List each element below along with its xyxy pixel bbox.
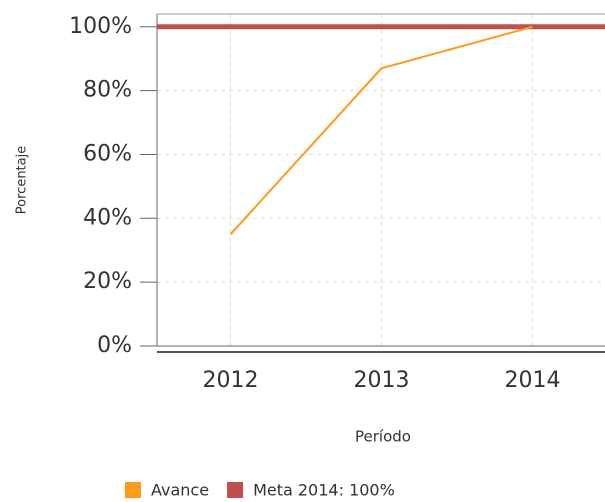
legend-label: Meta 2014: 100% (253, 481, 395, 500)
y-tick-label: 20% (83, 269, 132, 294)
x-tick-label: 2014 (505, 368, 561, 393)
y-tick-label: 80% (83, 78, 132, 103)
y-tick-label: 0% (97, 333, 132, 358)
y-tick-label: 100% (69, 14, 132, 39)
legend-swatch (227, 482, 244, 498)
y-tick-label: 40% (83, 205, 132, 230)
y-tick-label: 60% (83, 141, 132, 166)
x-axis-label: Período (355, 428, 411, 446)
x-tick-label: 2013 (354, 368, 410, 393)
x-tick-label: 2012 (203, 368, 259, 393)
series-line (229, 25, 533, 235)
legend-swatch (125, 482, 141, 498)
legend-label: Avance (151, 481, 209, 500)
y-axis-label: Porcentaje (15, 146, 30, 214)
